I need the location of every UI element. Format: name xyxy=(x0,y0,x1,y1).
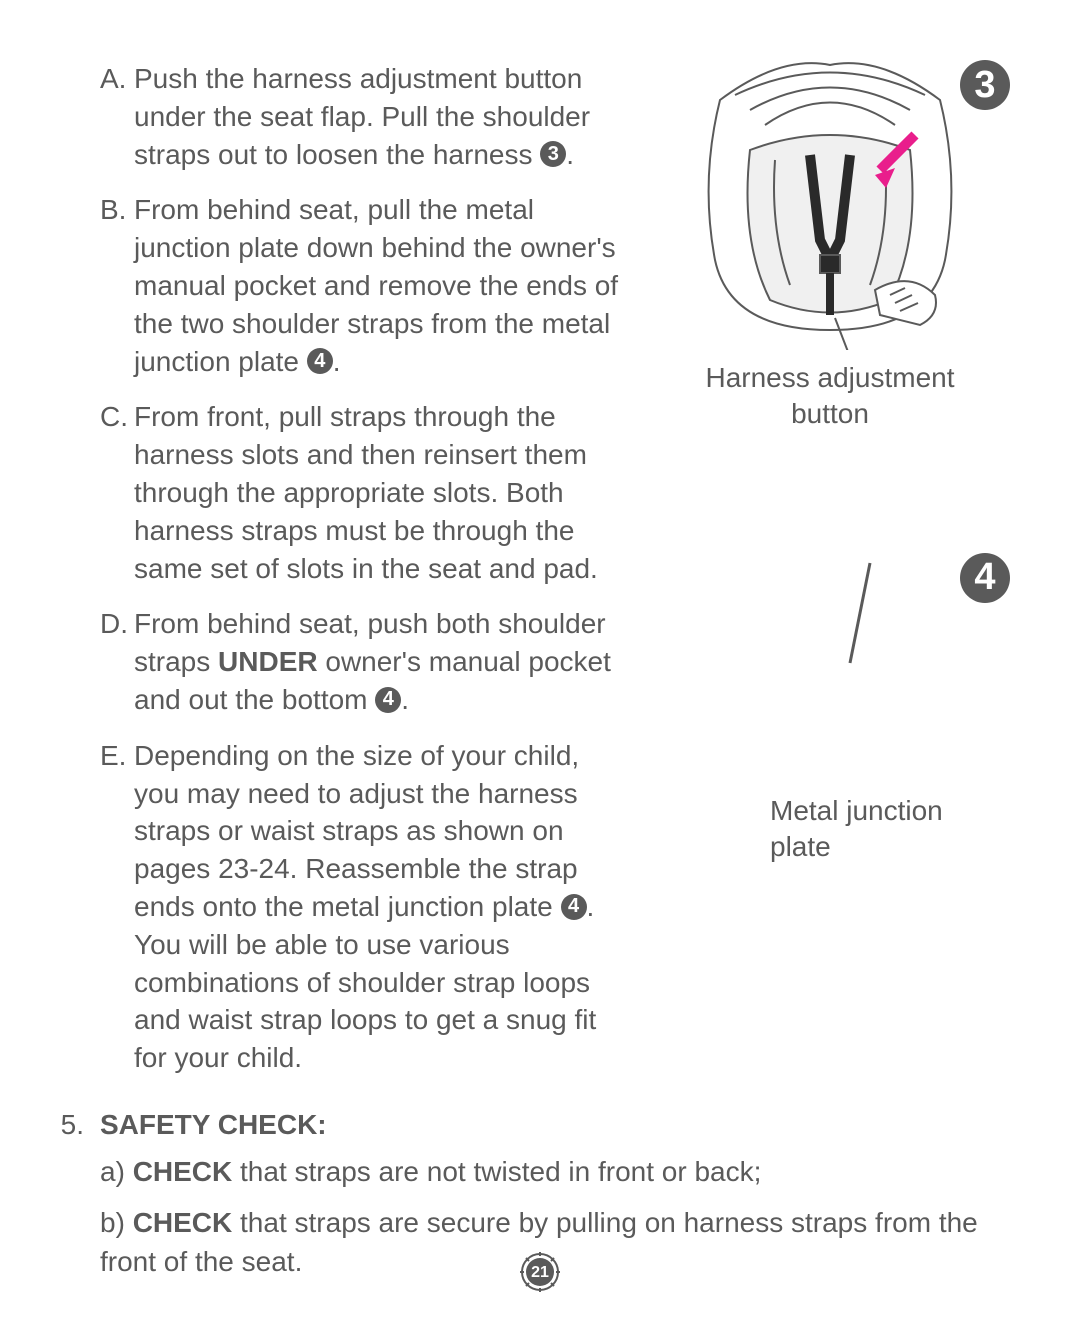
section-heading: 5. SAFETY CHECK: xyxy=(100,1105,1010,1144)
two-column-layout: A. Push the harness adjustment button un… xyxy=(100,60,1010,1095)
step-letter: B. xyxy=(100,191,134,380)
figure-4: 4 Metal junction plate xyxy=(650,553,1010,866)
step-d: D. From behind seat, push both shoulder … xyxy=(100,605,620,718)
figure-3-label: Harness adjustment button xyxy=(650,360,1010,433)
step-letter: C. xyxy=(100,398,134,587)
step-letter: A. xyxy=(100,60,134,173)
figure-3: 3 xyxy=(650,60,1010,433)
junction-plate-illustration xyxy=(680,553,980,783)
figure-column: 3 xyxy=(650,60,1010,1095)
figure-4-label: Metal junction plate xyxy=(650,793,1010,866)
check-a: a) CHECK that straps are not twisted in … xyxy=(100,1152,1010,1191)
manual-page: A. Push the harness adjustment button un… xyxy=(0,0,1080,1334)
step-c: C. From front, pull straps through the h… xyxy=(100,398,620,587)
step-a: A. Push the harness adjustment button un… xyxy=(100,60,620,173)
step-e: E. Depending on the size of your child, … xyxy=(100,737,620,1077)
step-text: From front, pull straps through the harn… xyxy=(134,398,620,587)
step-b: B. From behind seat, pull the metal junc… xyxy=(100,191,620,380)
step-text: Push the harness adjustment button under… xyxy=(134,60,620,173)
page-number-badge-icon: 21 xyxy=(518,1250,562,1294)
page-number: 21 xyxy=(518,1250,562,1294)
carseat-illustration xyxy=(680,60,980,350)
instruction-steps: A. Push the harness adjustment button un… xyxy=(100,60,620,1095)
step-text: From behind seat, push both shoulder str… xyxy=(134,605,620,718)
ref-4-icon: 4 xyxy=(307,348,333,374)
ref-3-icon: 3 xyxy=(540,141,566,167)
ref-4-icon: 4 xyxy=(561,894,587,920)
svg-text:21: 21 xyxy=(531,1264,549,1281)
step-text: Depending on the size of your child, you… xyxy=(134,737,620,1077)
step-text: From behind seat, pull the metal junctio… xyxy=(134,191,620,380)
step-letter: E. xyxy=(100,737,134,1077)
ref-4-icon: 4 xyxy=(375,687,401,713)
figure-number-4-icon: 4 xyxy=(960,553,1010,603)
figure-number-3-icon: 3 xyxy=(960,60,1010,110)
step-letter: D. xyxy=(100,605,134,718)
